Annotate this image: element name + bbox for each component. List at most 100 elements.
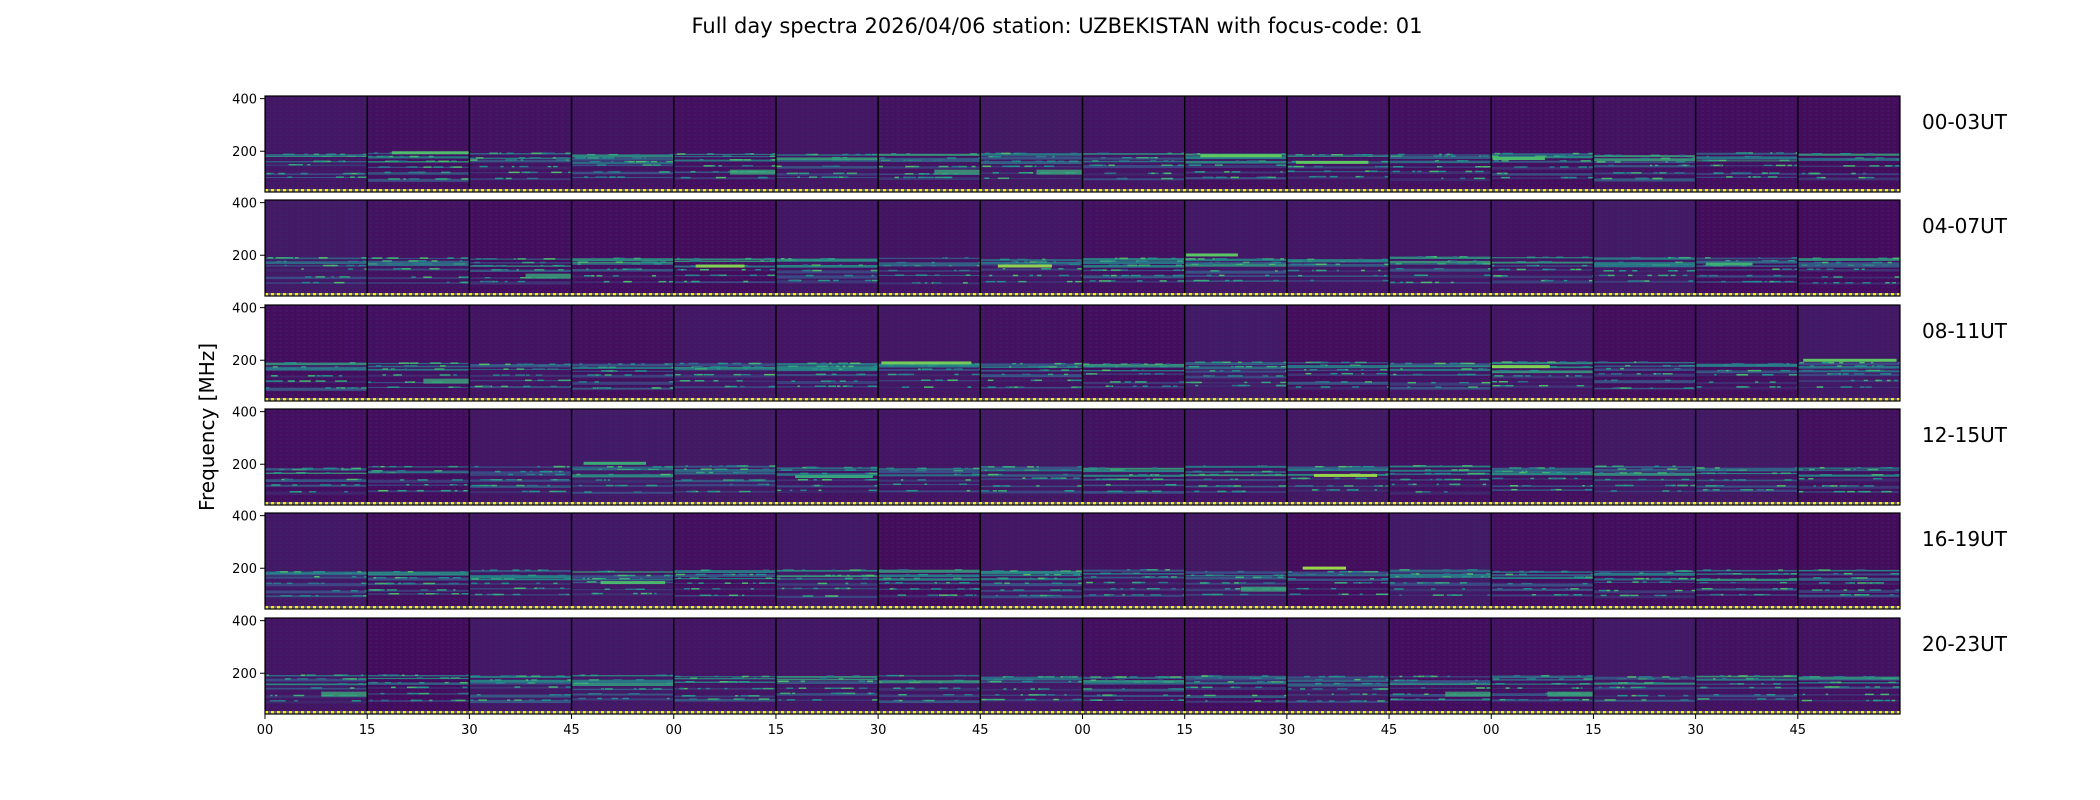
band-segment xyxy=(1164,172,1172,175)
band-segment xyxy=(1378,485,1383,487)
flag-dot xyxy=(1423,398,1426,401)
flag-dot xyxy=(1303,398,1306,401)
flag-dot xyxy=(691,293,694,296)
interference-band xyxy=(367,577,470,581)
band-segment xyxy=(1878,257,1888,260)
interference-band xyxy=(1286,373,1390,377)
spectra-panel xyxy=(366,513,471,609)
flag-dot xyxy=(715,189,718,192)
band-segment xyxy=(1713,164,1723,167)
flag-dot xyxy=(265,606,268,609)
interference-band xyxy=(1184,575,1287,577)
interference-band xyxy=(673,588,776,590)
flag-dot xyxy=(1003,606,1006,609)
band-segment xyxy=(1222,361,1231,364)
flag-dot xyxy=(1069,606,1072,609)
flag-dot xyxy=(1123,189,1126,192)
band-segment xyxy=(1095,478,1101,481)
band-segment xyxy=(903,264,908,267)
band-segment xyxy=(1494,570,1500,573)
flag-dot xyxy=(757,293,760,296)
spectra-panel xyxy=(265,305,372,401)
flag-dot xyxy=(1447,293,1450,296)
band-segment xyxy=(1677,484,1688,487)
flag-dot xyxy=(1555,606,1558,609)
band-segment xyxy=(338,375,343,377)
band-segment xyxy=(1260,576,1273,579)
interference-band xyxy=(367,484,470,486)
band-segment xyxy=(812,269,822,272)
interference-band xyxy=(1695,363,1798,367)
band-segment xyxy=(1434,268,1444,270)
band-segment xyxy=(1077,485,1082,487)
panel-texture xyxy=(1389,96,1492,192)
flag-dot xyxy=(1423,606,1426,609)
band-segment xyxy=(1538,384,1549,387)
flag-dot xyxy=(415,189,418,192)
flag-dot xyxy=(1801,606,1804,609)
band-segment xyxy=(1092,160,1099,162)
flag-dot xyxy=(811,606,814,609)
band-segment xyxy=(1070,152,1078,155)
band-segment xyxy=(351,575,357,578)
band-segment xyxy=(1009,386,1020,388)
flag-dot xyxy=(307,606,310,609)
band-segment xyxy=(1692,157,1698,160)
band-segment xyxy=(984,177,990,180)
band-segment xyxy=(906,489,918,492)
flag-dot xyxy=(529,502,532,505)
band-segment xyxy=(1632,581,1639,583)
flag-dot xyxy=(1549,189,1552,192)
spectra-panel xyxy=(1286,200,1396,296)
band-segment xyxy=(528,699,535,701)
band-segment xyxy=(301,268,304,270)
interference-band xyxy=(367,166,470,168)
band-segment xyxy=(1399,281,1404,284)
band-segment xyxy=(831,373,837,376)
band-segment xyxy=(1894,276,1900,278)
flag-dot xyxy=(1087,606,1090,609)
flag-dot xyxy=(1657,502,1660,505)
flag-dot xyxy=(547,398,550,401)
flag-dot xyxy=(1705,398,1708,401)
band-segment xyxy=(1265,274,1270,277)
band-segment xyxy=(1195,171,1202,173)
band-segment xyxy=(387,674,399,677)
band-segment xyxy=(549,479,553,481)
band-segment xyxy=(1653,373,1657,375)
flag-dot xyxy=(817,189,820,192)
band-segment xyxy=(393,268,403,270)
flag-dot xyxy=(889,293,892,296)
interference-band xyxy=(469,172,572,174)
band-segment xyxy=(1233,279,1243,282)
flag-dot xyxy=(751,293,754,296)
band-segment xyxy=(1177,280,1188,282)
band-segment xyxy=(1120,469,1125,471)
band-segment xyxy=(1853,468,1856,471)
band-segment xyxy=(1257,465,1261,467)
flag-dot xyxy=(1381,293,1384,296)
band-segment xyxy=(554,465,564,468)
interference-band xyxy=(775,374,879,377)
interference-band xyxy=(878,470,981,474)
band-segment xyxy=(481,569,485,571)
burst-band xyxy=(934,169,981,175)
flag-dot xyxy=(829,189,832,192)
flag-dot xyxy=(733,606,736,609)
flag-dot xyxy=(1543,293,1546,296)
band-segment xyxy=(963,282,968,284)
band-segment xyxy=(417,260,427,262)
interference-band xyxy=(1389,368,1492,372)
band-segment xyxy=(1787,164,1793,167)
band-segment xyxy=(420,589,428,591)
band-segment xyxy=(1084,469,1096,471)
flag-dot xyxy=(643,398,646,401)
band-segment xyxy=(361,582,366,585)
band-segment xyxy=(1453,483,1461,486)
band-segment xyxy=(1118,160,1130,162)
flag-dot xyxy=(349,502,352,505)
band-segment xyxy=(515,374,526,376)
band-segment xyxy=(1038,263,1051,265)
flag-dot xyxy=(535,189,538,192)
interference-band xyxy=(1695,176,1798,178)
